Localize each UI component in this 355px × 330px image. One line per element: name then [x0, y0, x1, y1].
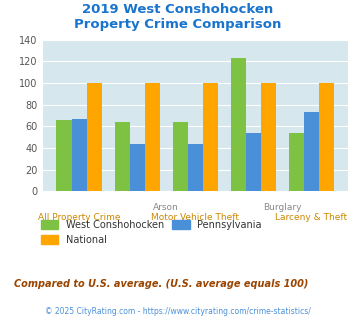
- Bar: [289, 133, 304, 191]
- Bar: [188, 144, 203, 191]
- Text: Property Crime Comparison: Property Crime Comparison: [74, 18, 281, 31]
- Bar: [115, 122, 130, 191]
- Bar: [145, 83, 160, 191]
- Text: All Property Crime: All Property Crime: [38, 213, 120, 222]
- Text: 2019 West Conshohocken: 2019 West Conshohocken: [82, 3, 273, 16]
- Bar: [72, 119, 87, 191]
- Text: Arson: Arson: [153, 203, 179, 212]
- Bar: [173, 122, 188, 191]
- Bar: [56, 120, 72, 191]
- Legend: West Conshohocken, National, Pennsylvania: West Conshohocken, National, Pennsylvani…: [37, 216, 266, 249]
- Bar: [87, 83, 102, 191]
- Bar: [231, 58, 246, 191]
- Bar: [130, 144, 145, 191]
- Text: Burglary: Burglary: [263, 203, 302, 212]
- Bar: [246, 133, 261, 191]
- Bar: [319, 83, 334, 191]
- Bar: [304, 112, 319, 191]
- Bar: [203, 83, 218, 191]
- Text: © 2025 CityRating.com - https://www.cityrating.com/crime-statistics/: © 2025 CityRating.com - https://www.city…: [45, 307, 310, 316]
- Text: Compared to U.S. average. (U.S. average equals 100): Compared to U.S. average. (U.S. average …: [14, 279, 308, 289]
- Text: Larceny & Theft: Larceny & Theft: [275, 213, 348, 222]
- Bar: [261, 83, 276, 191]
- Text: Motor Vehicle Theft: Motor Vehicle Theft: [151, 213, 239, 222]
